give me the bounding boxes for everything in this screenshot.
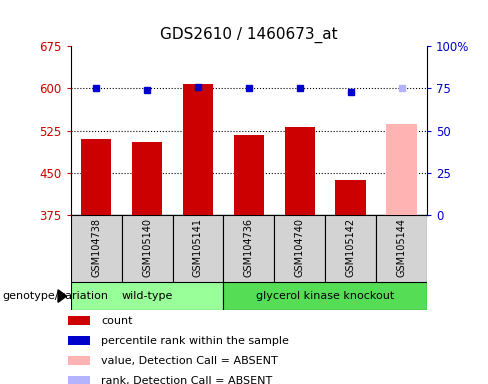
Bar (132, 142, 163, 215)
Text: GSM104740: GSM104740 (295, 218, 305, 277)
Text: GSM105140: GSM105140 (142, 218, 152, 277)
Bar (68, 336, 90, 346)
Bar (81, 139, 111, 215)
Bar (274, 215, 325, 282)
Bar (183, 84, 213, 215)
Bar (68, 356, 90, 366)
Bar (68, 316, 90, 326)
Title: GDS2610 / 1460673_at: GDS2610 / 1460673_at (160, 27, 338, 43)
Text: rank, Detection Call = ABSENT: rank, Detection Call = ABSENT (102, 376, 272, 384)
Text: wild-type: wild-type (122, 291, 173, 301)
Bar (71, 282, 224, 310)
Text: genotype/variation: genotype/variation (2, 291, 108, 301)
Text: GSM105142: GSM105142 (346, 218, 356, 277)
Bar (173, 215, 224, 282)
Text: glycerol kinase knockout: glycerol kinase knockout (256, 291, 394, 301)
Text: GSM104736: GSM104736 (244, 218, 254, 277)
Bar (376, 215, 427, 282)
Text: GSM105144: GSM105144 (397, 218, 407, 277)
Text: GSM104738: GSM104738 (91, 218, 101, 277)
Text: count: count (102, 316, 133, 326)
Text: percentile rank within the sample: percentile rank within the sample (102, 336, 289, 346)
Bar (386, 124, 417, 215)
Bar (285, 127, 315, 215)
Text: GSM105141: GSM105141 (193, 218, 203, 277)
Bar (224, 282, 427, 310)
Bar (68, 376, 90, 384)
Bar (325, 215, 376, 282)
Bar (335, 180, 366, 215)
Bar (122, 215, 173, 282)
Bar (71, 215, 122, 282)
FancyArrow shape (58, 290, 66, 302)
Bar (224, 215, 274, 282)
Text: value, Detection Call = ABSENT: value, Detection Call = ABSENT (102, 356, 278, 366)
Bar (234, 134, 264, 215)
